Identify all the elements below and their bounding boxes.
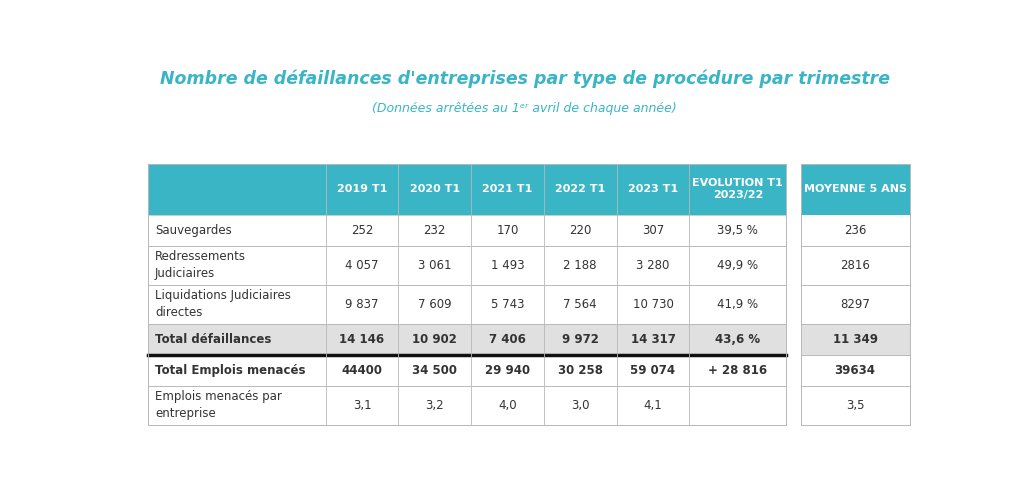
- Text: 29 940: 29 940: [485, 364, 530, 377]
- Text: + 28 816: + 28 816: [709, 364, 767, 377]
- Text: 39634: 39634: [835, 364, 876, 377]
- Text: 4,0: 4,0: [498, 399, 517, 412]
- FancyBboxPatch shape: [801, 324, 909, 355]
- Text: MOYENNE 5 ANS: MOYENNE 5 ANS: [804, 184, 906, 194]
- Text: 220: 220: [569, 224, 592, 237]
- Text: 34 500: 34 500: [413, 364, 458, 377]
- Text: 3,5: 3,5: [846, 399, 864, 412]
- Text: (Données arrêtées au 1ᵉʳ avril de chaque année): (Données arrêtées au 1ᵉʳ avril de chaque…: [373, 102, 677, 115]
- Text: 44400: 44400: [342, 364, 383, 377]
- Text: 11 349: 11 349: [833, 333, 878, 346]
- Text: 30 258: 30 258: [558, 364, 603, 377]
- Text: Liquidations Judiciaires
directes: Liquidations Judiciaires directes: [155, 289, 291, 319]
- Text: 14 317: 14 317: [631, 333, 676, 346]
- Text: 2021 T1: 2021 T1: [482, 184, 532, 194]
- FancyBboxPatch shape: [801, 164, 909, 215]
- Text: 10 730: 10 730: [633, 298, 674, 311]
- Text: 3,2: 3,2: [425, 399, 444, 412]
- Text: 2022 T1: 2022 T1: [555, 184, 605, 194]
- Text: 170: 170: [497, 224, 519, 237]
- Text: 7 564: 7 564: [563, 298, 597, 311]
- Text: 8297: 8297: [841, 298, 870, 311]
- Text: 2 188: 2 188: [563, 259, 597, 272]
- Text: 43,6 %: 43,6 %: [715, 333, 761, 346]
- Text: 252: 252: [351, 224, 373, 237]
- Text: 10 902: 10 902: [413, 333, 457, 346]
- Text: Sauvegardes: Sauvegardes: [155, 224, 231, 237]
- Text: Total défaillances: Total défaillances: [155, 333, 271, 346]
- Text: 41,9 %: 41,9 %: [717, 298, 759, 311]
- Text: 1 493: 1 493: [490, 259, 524, 272]
- Text: 5 743: 5 743: [490, 298, 524, 311]
- Text: 236: 236: [844, 224, 866, 237]
- Text: 4,1: 4,1: [643, 399, 663, 412]
- FancyBboxPatch shape: [147, 164, 786, 215]
- Text: 7 609: 7 609: [418, 298, 452, 311]
- Text: Total Emplois menacés: Total Emplois menacés: [155, 364, 305, 377]
- Text: Emplois menacés par
entreprise: Emplois menacés par entreprise: [155, 390, 282, 421]
- Text: 9 837: 9 837: [345, 298, 379, 311]
- Text: EVOLUTION T1
2023/22: EVOLUTION T1 2023/22: [692, 179, 783, 200]
- Text: 2020 T1: 2020 T1: [410, 184, 460, 194]
- Text: 4 057: 4 057: [345, 259, 379, 272]
- Text: 59 074: 59 074: [631, 364, 676, 377]
- Text: 39,5 %: 39,5 %: [718, 224, 758, 237]
- Text: 2816: 2816: [841, 259, 870, 272]
- Text: 3,0: 3,0: [571, 399, 590, 412]
- Text: 7 406: 7 406: [489, 333, 526, 346]
- Text: 14 146: 14 146: [339, 333, 385, 346]
- Text: 2019 T1: 2019 T1: [337, 184, 387, 194]
- Text: 3 280: 3 280: [636, 259, 670, 272]
- Text: 3 061: 3 061: [418, 259, 452, 272]
- FancyBboxPatch shape: [147, 324, 786, 355]
- Text: 3,1: 3,1: [352, 399, 372, 412]
- Text: 2023 T1: 2023 T1: [628, 184, 678, 194]
- Text: 307: 307: [642, 224, 665, 237]
- Text: 232: 232: [424, 224, 445, 237]
- Text: 49,9 %: 49,9 %: [717, 259, 759, 272]
- Text: Nombre de défaillances d'entreprises par type de procédure par trimestre: Nombre de défaillances d'entreprises par…: [160, 70, 890, 88]
- Text: 9 972: 9 972: [562, 333, 599, 346]
- Text: Redressements
Judiciaires: Redressements Judiciaires: [155, 250, 246, 280]
